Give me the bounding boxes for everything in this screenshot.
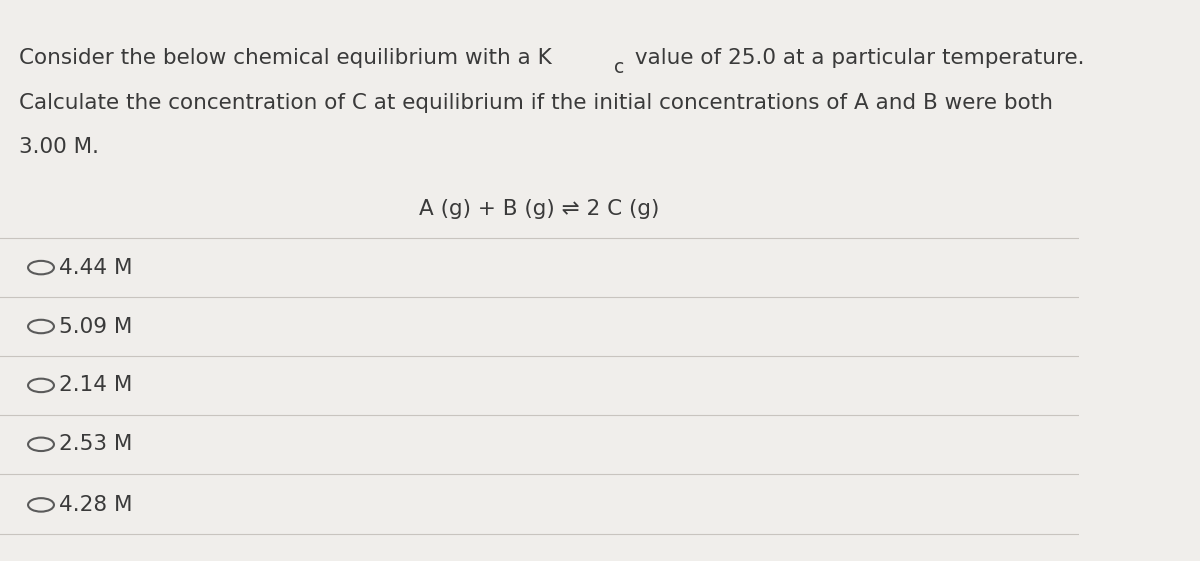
Text: 2.53 M: 2.53 M xyxy=(59,434,133,454)
Text: 5.09 M: 5.09 M xyxy=(59,316,133,337)
Text: value of 25.0 at a particular temperature.: value of 25.0 at a particular temperatur… xyxy=(628,48,1085,68)
Text: Consider the below chemical equilibrium with a K: Consider the below chemical equilibrium … xyxy=(19,48,552,68)
Text: Calculate the concentration of C at equilibrium if the initial concentrations of: Calculate the concentration of C at equi… xyxy=(19,93,1054,113)
Text: A (g) + B (g) ⇌ 2 C (g): A (g) + B (g) ⇌ 2 C (g) xyxy=(420,199,660,219)
Text: 3.00 M.: 3.00 M. xyxy=(19,137,100,158)
Text: 4.44 M: 4.44 M xyxy=(59,257,133,278)
Text: c: c xyxy=(613,58,624,77)
Text: 4.28 M: 4.28 M xyxy=(59,495,133,515)
Text: 2.14 M: 2.14 M xyxy=(59,375,133,396)
